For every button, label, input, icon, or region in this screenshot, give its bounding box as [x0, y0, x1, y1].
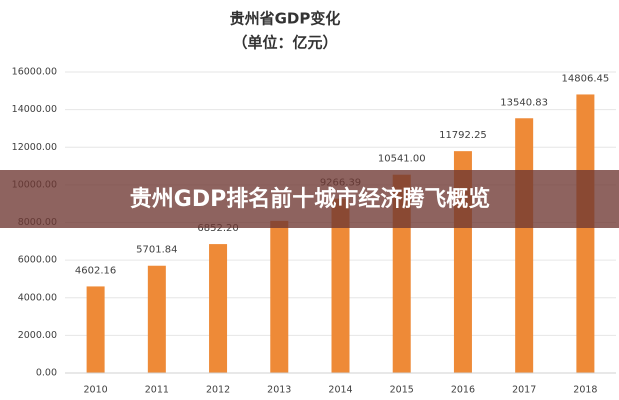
y-tick-label: 16000.00: [12, 67, 57, 78]
x-tick-label: 2011: [145, 385, 169, 396]
bar: [576, 94, 595, 373]
x-tick-label: 2018: [573, 385, 597, 396]
value-label: 11792.25: [439, 130, 487, 141]
banner-background: [0, 170, 619, 228]
value-label: 14806.45: [562, 73, 610, 84]
value-label: 5701.84: [136, 245, 177, 256]
y-tick-label: 4000.00: [18, 292, 57, 303]
x-tick-label: 2017: [512, 385, 536, 396]
x-tick-label: 2014: [328, 385, 352, 396]
value-label: 6852.20: [197, 223, 238, 234]
y-tick-label: 14000.00: [12, 104, 57, 115]
value-label: 4602.16: [75, 265, 116, 276]
value-label: 10541.00: [378, 154, 426, 165]
x-tick-label: 2016: [451, 385, 475, 396]
bar: [209, 244, 228, 373]
plot-area: 0.002000.004000.006000.008000.0010000.00…: [12, 67, 616, 396]
y-tick-label: 6000.00: [18, 255, 57, 266]
value-label: 13540.83: [500, 97, 548, 108]
x-tick-label: 2010: [84, 385, 108, 396]
bar: [331, 198, 350, 373]
y-tick-label: 12000.00: [12, 142, 57, 153]
bar: [86, 286, 105, 373]
x-tick-label: 2012: [206, 385, 230, 396]
chart-subtitle: （单位：亿元）: [232, 34, 337, 52]
x-tick-label: 2015: [390, 385, 414, 396]
x-tick-label: 2013: [267, 385, 291, 396]
bar: [515, 118, 534, 373]
y-tick-label: 2000.00: [18, 330, 57, 341]
y-tick-label: 0.00: [36, 368, 57, 379]
banner-title: 贵州GDP排名前十城市经济腾飞概览: [130, 186, 490, 212]
bar: [270, 220, 289, 373]
chart-title: 贵州省GDP变化: [230, 10, 341, 28]
bar: [147, 265, 166, 373]
